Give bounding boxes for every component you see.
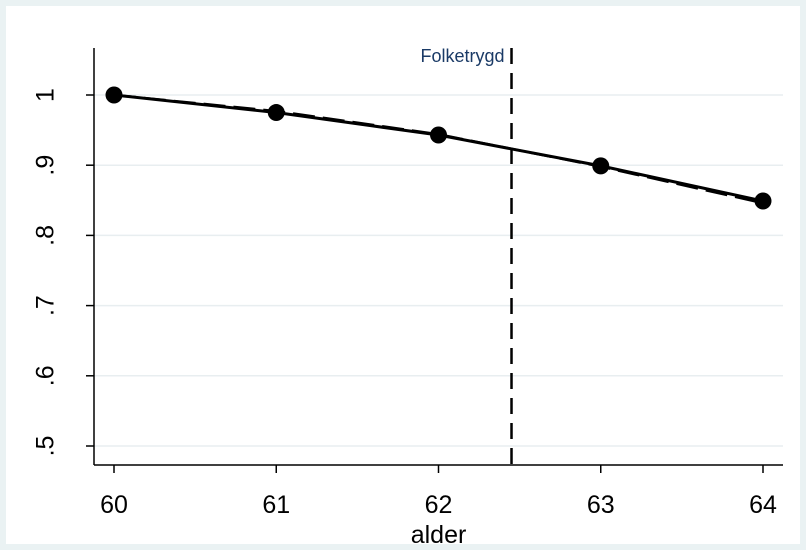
x-tick-label-2: 62	[425, 491, 453, 519]
series-0-point-2	[430, 126, 447, 144]
axes	[86, 48, 783, 473]
y-tick-label-3: .8	[32, 225, 60, 246]
series-1-line	[113, 93, 764, 205]
y-tick-label-5: 1	[32, 88, 60, 102]
reference-line-group: Folketrygd	[420, 46, 513, 465]
x-axis-title: alder	[411, 521, 467, 549]
y-tick-label-2: .7	[32, 295, 60, 316]
y-tick-label-0: .5	[32, 436, 60, 457]
x-tick-label-4: 64	[749, 491, 777, 519]
grid-lines	[94, 94, 783, 447]
x-tick-label-1: 61	[262, 491, 290, 519]
y-tick-label-1: .6	[32, 365, 60, 386]
series-0-line	[113, 93, 764, 203]
x-tick-label-3: 63	[587, 491, 615, 519]
tick-labels: .5 .6 .7 .8 .9 1 60 61 62 63 64	[32, 88, 777, 519]
reference-line-label: Folketrygd	[420, 46, 504, 66]
series-group	[105, 86, 772, 210]
y-tick-label-4: .9	[32, 155, 60, 176]
x-tick-label-0: 60	[100, 491, 128, 519]
series-0-point-4	[754, 192, 772, 210]
series-0-point-1	[267, 104, 285, 122]
